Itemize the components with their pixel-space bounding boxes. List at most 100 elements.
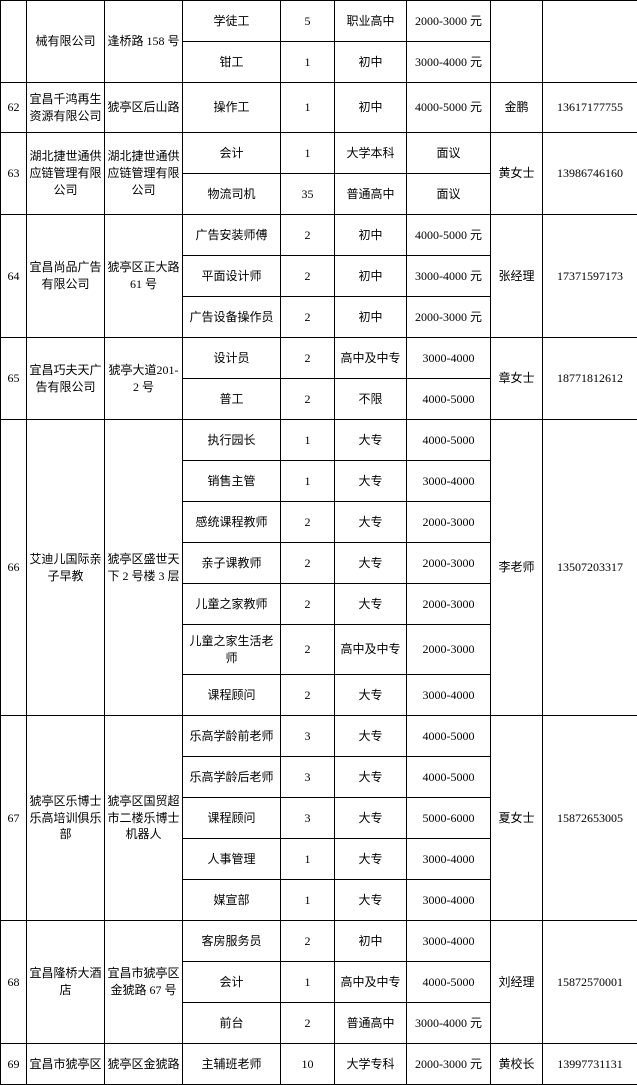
- table-cell: 操作工: [183, 83, 281, 133]
- table-cell: 金鹏: [491, 83, 543, 133]
- table-row: 械有限公司逢桥路 158 号学徒工5职业高中2000-3000 元: [1, 1, 637, 42]
- table-cell: 3: [281, 716, 335, 757]
- table-cell: 67: [1, 716, 27, 921]
- table-cell: 1: [281, 83, 335, 133]
- table-cell: 钳工: [183, 42, 281, 83]
- table-cell: 2000-3000: [407, 543, 491, 584]
- table-cell: 2000-3000: [407, 625, 491, 675]
- table-cell: 高中及中专: [335, 338, 407, 379]
- table-cell: 逢桥路 158 号: [105, 1, 183, 83]
- table-cell: 62: [1, 83, 27, 133]
- table-cell: 面议: [407, 133, 491, 174]
- table-cell: 4000-5000: [407, 379, 491, 420]
- table-cell: 猇亭区金猇路: [105, 1044, 183, 1085]
- table-cell: 大专: [335, 584, 407, 625]
- table-cell: 广告安装师傅: [183, 215, 281, 256]
- table-cell: 大学本科: [335, 133, 407, 174]
- table-cell: 大专: [335, 543, 407, 584]
- table-cell: 宜昌隆桥大酒店: [27, 921, 105, 1044]
- table-cell: 课程顾问: [183, 675, 281, 716]
- table-cell: 3000-4000: [407, 880, 491, 921]
- table-cell: 宜昌巧夫天广告有限公司: [27, 338, 105, 420]
- table-cell: 1: [281, 461, 335, 502]
- table-cell: [1, 1, 27, 83]
- table-cell: 械有限公司: [27, 1, 105, 83]
- table-cell: 乐高学龄后老师: [183, 757, 281, 798]
- table-cell: 4000-5000 元: [407, 83, 491, 133]
- table-cell: 普通高中: [335, 174, 407, 215]
- table-row: 65宜昌巧夫天广告有限公司猇亭大道201-2 号设计员2高中及中专3000-40…: [1, 338, 637, 379]
- table-cell: 客房服务员: [183, 921, 281, 962]
- table-cell: 亲子课教师: [183, 543, 281, 584]
- table-cell: 64: [1, 215, 27, 338]
- table-cell: 湖北捷世通供应链管理有限公司: [105, 133, 183, 215]
- table-cell: 15872653005: [543, 716, 637, 921]
- table-cell: 大专: [335, 798, 407, 839]
- table-cell: 65: [1, 338, 27, 420]
- table-cell: 前台: [183, 1003, 281, 1044]
- table-cell: 2: [281, 379, 335, 420]
- table-cell: 13507203317: [543, 420, 637, 716]
- table-cell: 2: [281, 675, 335, 716]
- table-cell: 湖北捷世通供应链管理有限公司: [27, 133, 105, 215]
- table-cell: 会计: [183, 133, 281, 174]
- table-cell: [491, 1, 543, 83]
- table-cell: 宜昌千鸿再生资源有限公司: [27, 83, 105, 133]
- table-cell: 1: [281, 42, 335, 83]
- table-cell: 2: [281, 625, 335, 675]
- table-cell: 13986746160: [543, 133, 637, 215]
- table-cell: 2: [281, 297, 335, 338]
- table-cell: 初中: [335, 83, 407, 133]
- table-body: 械有限公司逢桥路 158 号学徒工5职业高中2000-3000 元钳工1初中30…: [1, 1, 637, 1085]
- table-cell: 大专: [335, 880, 407, 921]
- table-cell: 1: [281, 839, 335, 880]
- table-cell: 大专: [335, 675, 407, 716]
- table-cell: 会计: [183, 962, 281, 1003]
- table-cell: 大专: [335, 716, 407, 757]
- table-cell: 职业高中: [335, 1, 407, 42]
- table-cell: 猇亭区正大路61 号: [105, 215, 183, 338]
- table-cell: 夏女士: [491, 716, 543, 921]
- table-cell: 2: [281, 215, 335, 256]
- table-cell: 13997731131: [543, 1044, 637, 1085]
- table-cell: 3000-4000: [407, 461, 491, 502]
- table-cell: 高中及中专: [335, 962, 407, 1003]
- table-cell: 2000-3000: [407, 584, 491, 625]
- table-cell: 2000-3000 元: [407, 1, 491, 42]
- table-cell: 刘经理: [491, 921, 543, 1044]
- table-cell: [543, 1, 637, 83]
- table-cell: 面议: [407, 174, 491, 215]
- table-row: 69宜昌市猇亭区猇亭区金猇路主辅班老师10大学专科2000-3000 元黄校长1…: [1, 1044, 637, 1085]
- table-cell: 媒宣部: [183, 880, 281, 921]
- table-cell: 17371597173: [543, 215, 637, 338]
- table-cell: 1: [281, 880, 335, 921]
- table-cell: 猇亭区盛世天下 2 号楼 3 层: [105, 420, 183, 716]
- table-row: 67猇亭区乐博士乐高培训俱乐部猇亭区国贸超市二楼乐博士机器人乐高学龄前老师3大专…: [1, 716, 637, 757]
- table-cell: 10: [281, 1044, 335, 1085]
- table-row: 63湖北捷世通供应链管理有限公司湖北捷世通供应链管理有限公司会计1大学本科面议黄…: [1, 133, 637, 174]
- table-cell: 猇亭区乐博士乐高培训俱乐部: [27, 716, 105, 921]
- table-cell: 大专: [335, 461, 407, 502]
- table-cell: 2000-3000 元: [407, 1044, 491, 1085]
- table-cell: 3000-4000: [407, 675, 491, 716]
- table-cell: 4000-5000: [407, 962, 491, 1003]
- table-cell: 2: [281, 256, 335, 297]
- table-cell: 物流司机: [183, 174, 281, 215]
- table-cell: 儿童之家教师: [183, 584, 281, 625]
- table-cell: 66: [1, 420, 27, 716]
- table-cell: 3000-4000: [407, 839, 491, 880]
- table-cell: 13617177755: [543, 83, 637, 133]
- table-row: 64宜昌尚品广告有限公司猇亭区正大路61 号广告安装师傅2初中4000-5000…: [1, 215, 637, 256]
- table-cell: 3: [281, 798, 335, 839]
- table-cell: 5: [281, 1, 335, 42]
- table-cell: 大专: [335, 839, 407, 880]
- table-cell: 初中: [335, 297, 407, 338]
- table-cell: 3000-4000: [407, 921, 491, 962]
- table-cell: 2000-3000 元: [407, 297, 491, 338]
- table-cell: 2: [281, 584, 335, 625]
- table-cell: 高中及中专: [335, 625, 407, 675]
- table-cell: 初中: [335, 256, 407, 297]
- table-cell: 儿童之家生活老师: [183, 625, 281, 675]
- table-cell: 35: [281, 174, 335, 215]
- table-cell: 1: [281, 133, 335, 174]
